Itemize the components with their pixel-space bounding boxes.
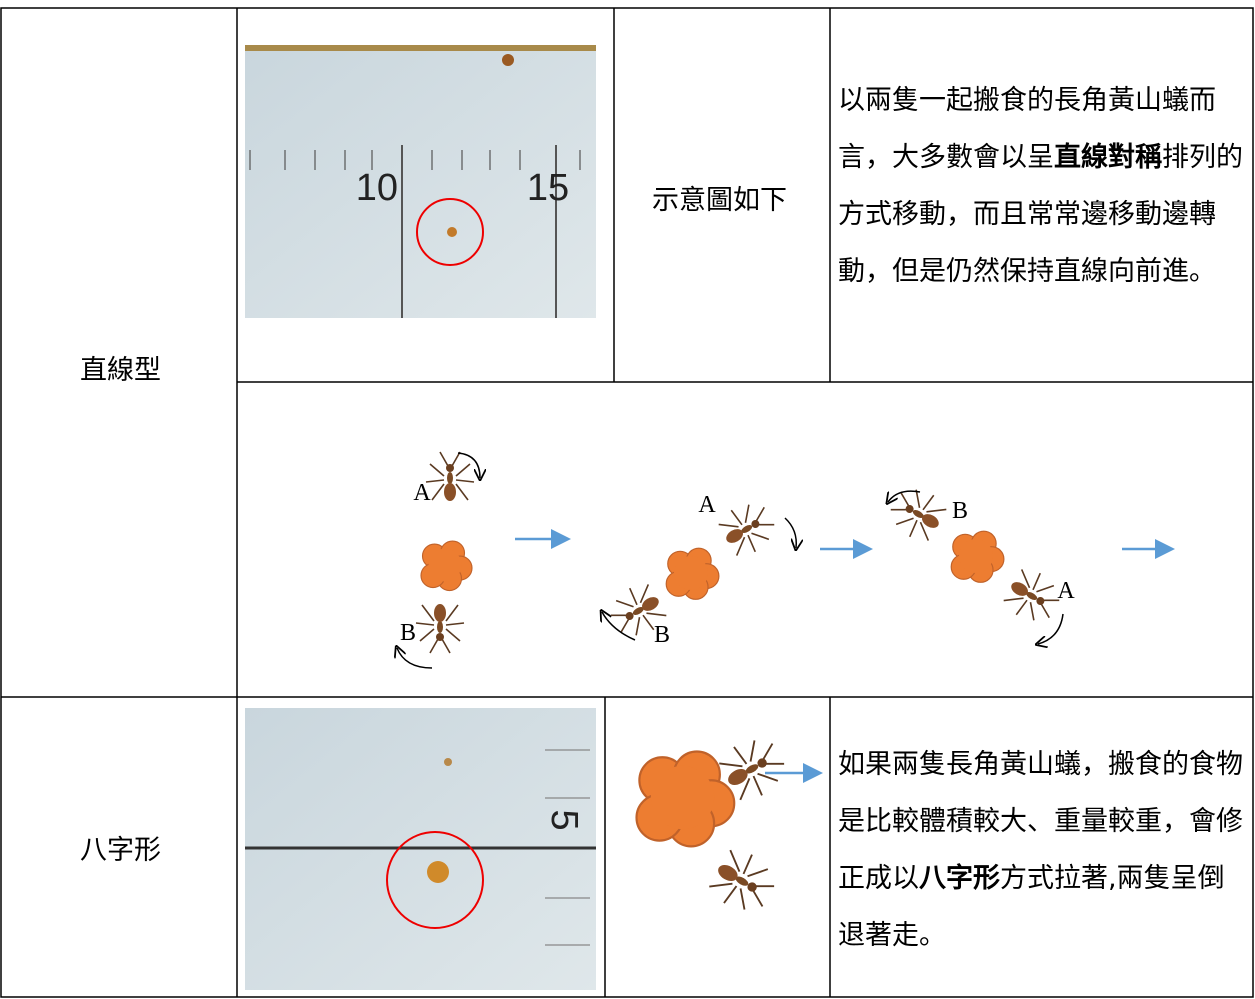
diagram-label: A [698, 492, 716, 518]
diagram-label: A [1057, 578, 1075, 604]
description-text: 以兩隻一起搬食的長角黃山蟻而言，大多數會以呈 [838, 85, 1216, 173]
photo-text: 10 [356, 167, 398, 209]
row-label: 直線型 [80, 355, 161, 386]
description: 如果兩隻長角黃山蟻，搬食的食物是比較體積較大、重量較重，會修正成以八字形方式拉著… [838, 736, 1250, 964]
diagram-straight: A B A B B A [397, 451, 1175, 669]
diagram-label: A [413, 480, 431, 506]
photo-figure8: 5 [245, 708, 596, 990]
photo-text: 5 [543, 809, 585, 830]
diagram-label: B [952, 498, 968, 524]
description-text: 直線對稱 [1054, 142, 1162, 173]
photo-text: 15 [527, 167, 569, 209]
diagram-label: B [400, 620, 416, 646]
description-text: 八字形 [919, 863, 1000, 894]
table-borders [0, 7, 1254, 998]
diagram-label: B [654, 622, 670, 648]
row-label: 八字形 [80, 835, 161, 866]
caption: 示意圖如下 [652, 185, 787, 216]
diagram-figure8 [635, 728, 823, 922]
description-text: 如果兩隻長角黃山蟻，搬食的食物是比較體積較大、重量較重，會修正成以 [838, 749, 1243, 894]
description: 以兩隻一起搬食的長角黃山蟻而言，大多數會以呈直線對稱排列的方式移動，而且常常邊移… [838, 72, 1250, 300]
description-text: 排列的方式移動，而且常常邊移動邊轉動，但是仍然保持直線向前進。 [838, 142, 1243, 287]
description-text: 方式拉著,兩隻呈倒退著走。 [838, 863, 1225, 951]
photo-straight: 10 15 [245, 45, 596, 318]
